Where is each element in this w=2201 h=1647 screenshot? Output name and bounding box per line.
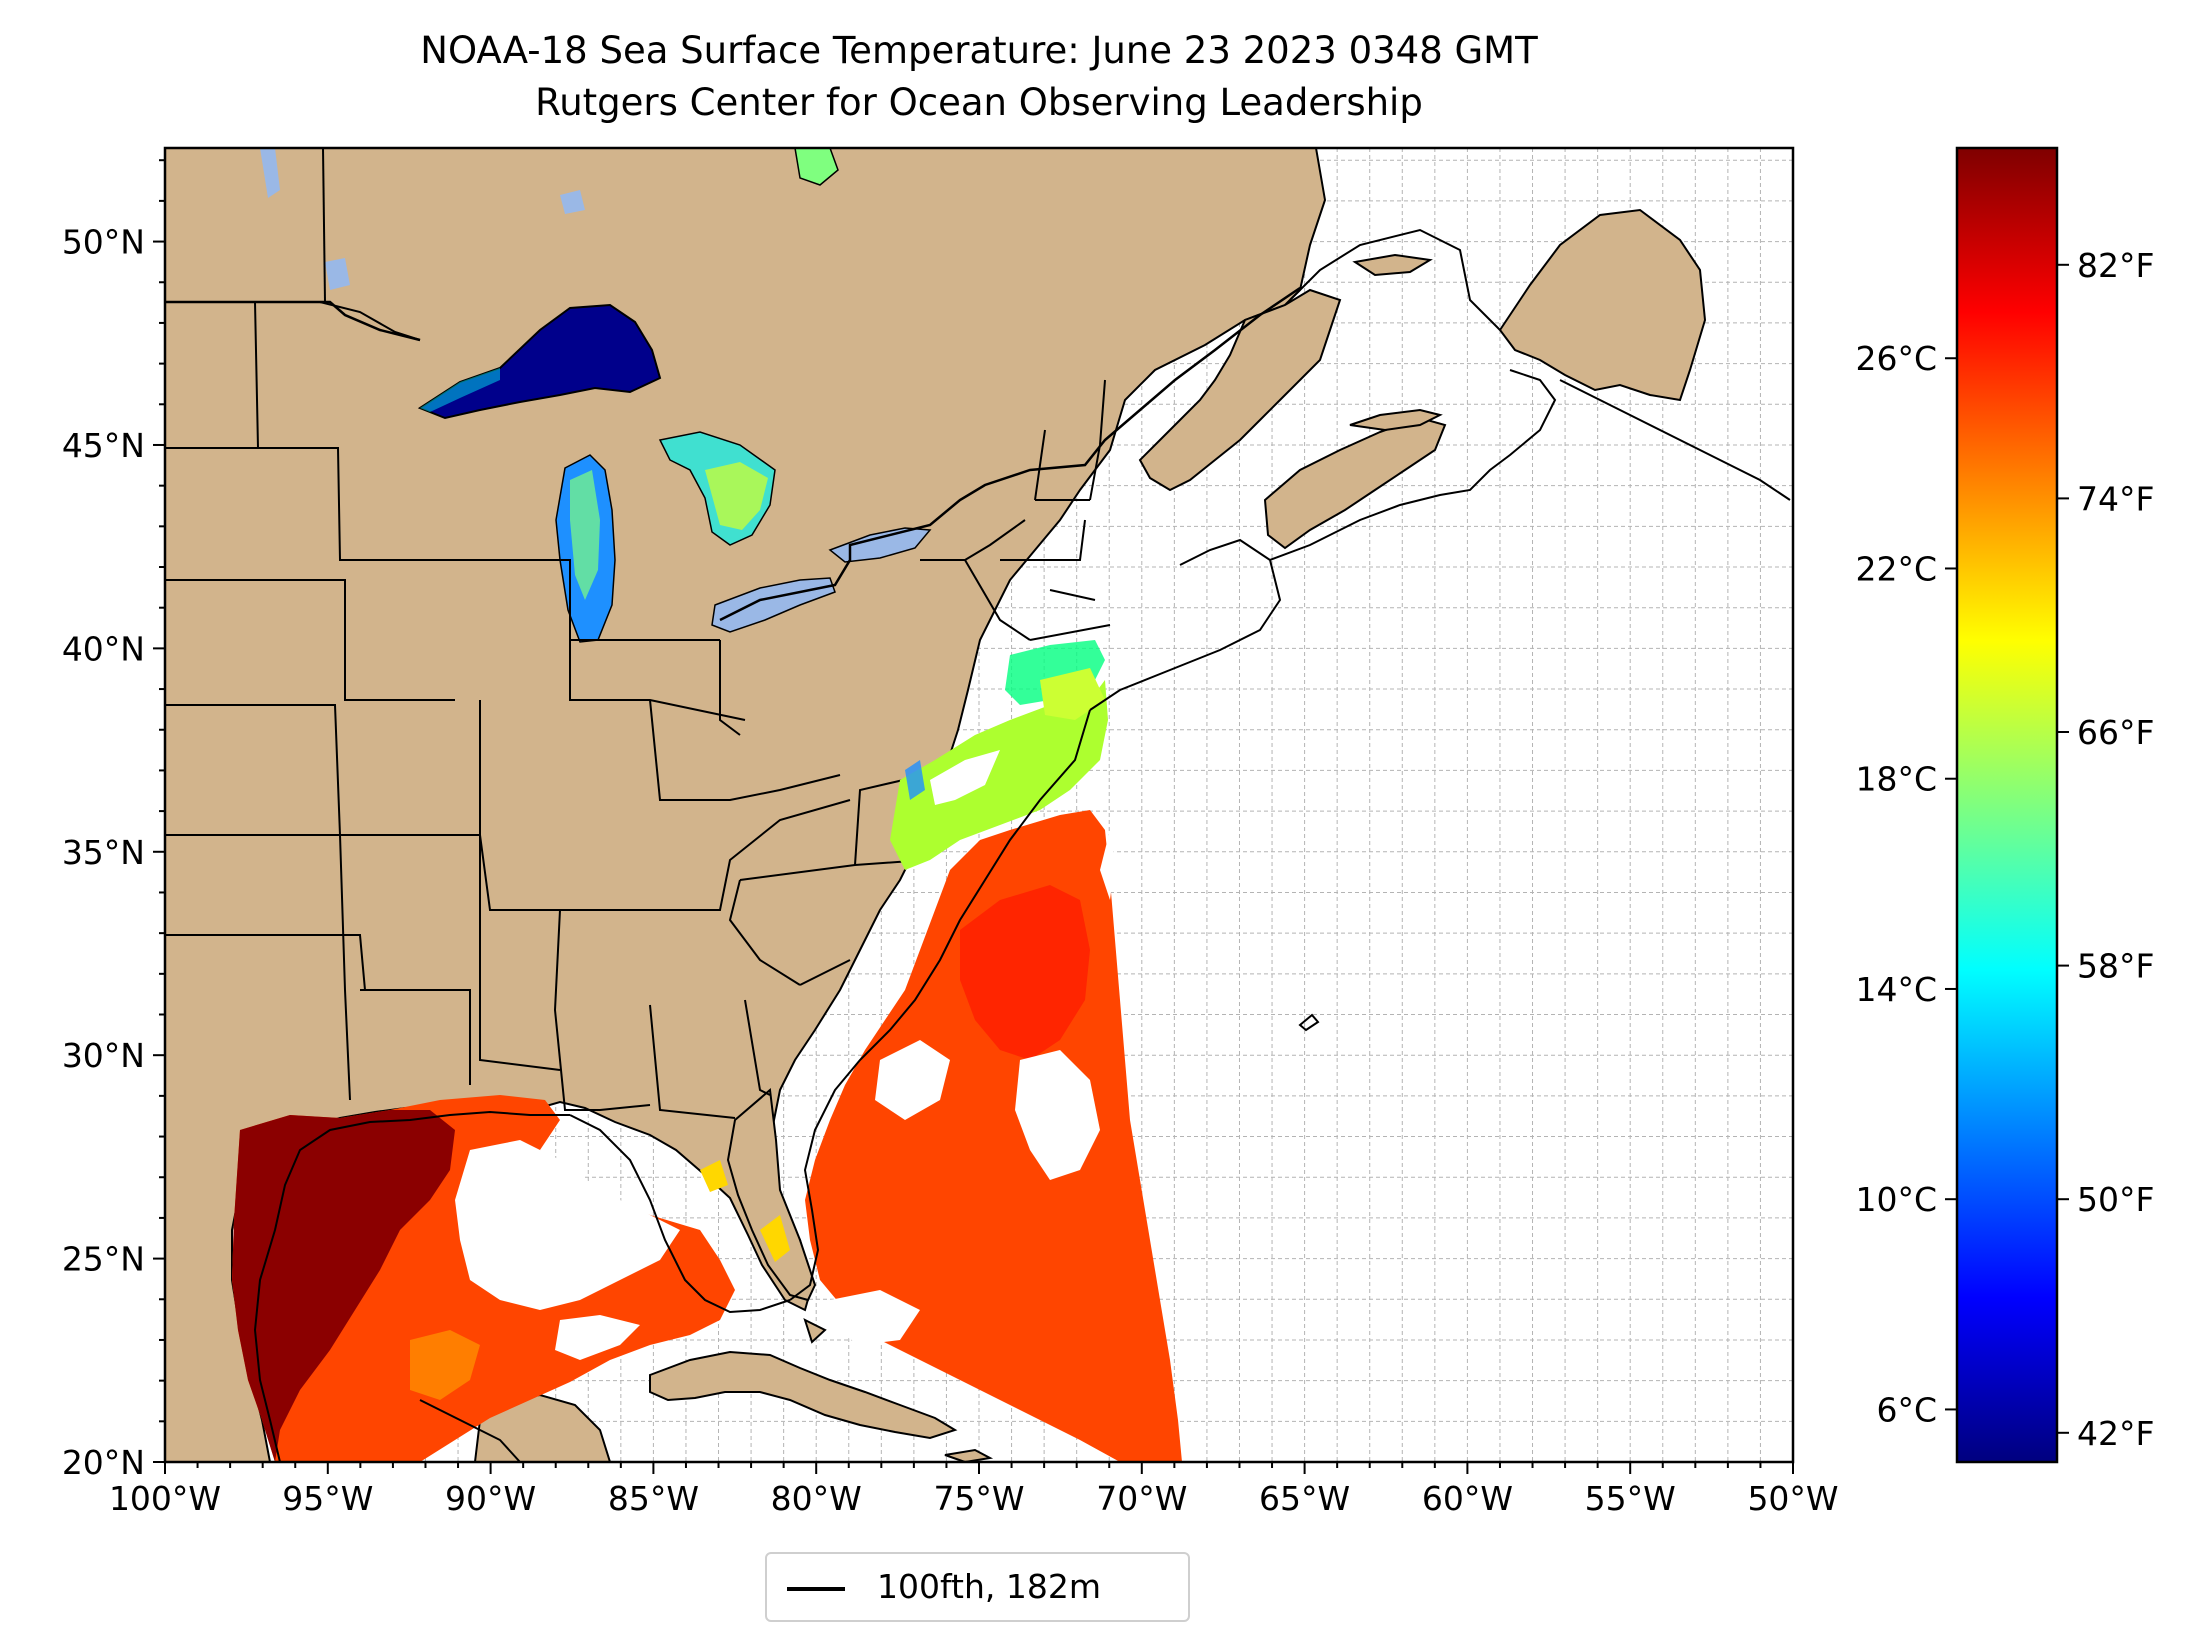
lat-tick-label: 25°N — [62, 1240, 145, 1279]
sst-atlantic-swath — [700, 640, 1182, 1462]
lake-superior — [417, 303, 662, 420]
fahrenheit-tick-label: 74°F — [2077, 479, 2154, 518]
celsius-tick-label: 14°C — [1855, 970, 1937, 1009]
colorbar — [1957, 148, 2057, 1462]
legend-label: 100fth, 182m — [877, 1567, 1101, 1606]
lon-tick-label: 85°W — [608, 1479, 699, 1518]
colorbar-frame — [1955, 146, 2059, 1464]
fahrenheit-tick-label: 42°F — [2077, 1414, 2154, 1453]
map-plot-area — [165, 148, 1793, 1462]
prince-edward-island — [1349, 408, 1443, 432]
fahrenheit-tick-label: 50°F — [2077, 1180, 2154, 1219]
lat-tick-label: 30°N — [62, 1036, 145, 1075]
sst-gulf-of-mexico — [232, 1095, 735, 1462]
lon-tick-label: 95°W — [282, 1479, 373, 1518]
jamaica-island — [944, 1448, 994, 1462]
lon-tick-label: 55°W — [1585, 1479, 1676, 1518]
legend-line-swatch — [787, 1587, 845, 1591]
fahrenheit-tick-label: 58°F — [2077, 947, 2154, 986]
hudson-bay-tip — [794, 148, 839, 186]
lake-ontario — [828, 527, 932, 563]
celsius-tick-label: 22°C — [1855, 549, 1937, 588]
lon-tick-label: 70°W — [1096, 1479, 1187, 1518]
colorbar-ticks: 6°C 10°C 14°C 18°C 22°C 26°C 42°F 50°F 58°F 66°F 7… — [1855, 246, 2154, 1453]
celsius-tick-label: 18°C — [1855, 760, 1937, 799]
lake-huron-warm — [705, 462, 768, 530]
lat-tick-label: 45°N — [62, 426, 145, 465]
lon-tick-label: 65°W — [1259, 1479, 1350, 1518]
celsius-tick-label: 26°C — [1855, 339, 1937, 378]
lake-michigan-warm — [570, 470, 600, 600]
lat-tick-label: 40°N — [62, 629, 145, 668]
lat-tick-label: 50°N — [62, 223, 145, 262]
national-borders — [165, 286, 1301, 622]
fahrenheit-tick-label: 82°F — [2077, 246, 2154, 285]
state-borders — [165, 148, 1111, 1119]
lake-superior-cold-edge — [420, 368, 500, 412]
maritimes-landmass — [1138, 288, 1342, 492]
lon-tick-label: 60°W — [1422, 1479, 1513, 1518]
lon-tick-label: 75°W — [933, 1479, 1024, 1518]
florida-peninsula — [726, 1088, 817, 1302]
celsius-tick-label: 6°C — [1876, 1390, 1937, 1429]
isobath-100fathom — [253, 228, 1791, 1462]
map-subtitle: Rutgers Center for Ocean Observing Leade… — [535, 81, 1423, 124]
cape-breton-nova-scotia — [1263, 416, 1447, 550]
fahrenheit-tick-label: 66°F — [2077, 713, 2154, 752]
map-axis-ticks: 100°W 95°W 90°W 85°W 80°W 75°W 70°W 65°W 60°W 55°… — [62, 159, 1839, 1518]
lon-tick-label: 90°W — [445, 1479, 536, 1518]
lat-tick-label: 20°N — [62, 1443, 145, 1482]
isobath-legend: 100fth, 182m — [765, 1552, 1190, 1622]
lon-tick-label: 80°W — [771, 1479, 862, 1518]
newfoundland-island — [1498, 208, 1707, 402]
anticosti-island — [1352, 253, 1433, 277]
cuba-island — [649, 1350, 958, 1440]
lon-tick-label: 100°W — [109, 1479, 221, 1518]
lat-tick-label: 35°N — [62, 833, 145, 872]
map-title: NOAA-18 Sea Surface Temperature: June 23… — [420, 29, 1538, 72]
lon-tick-label: 50°W — [1747, 1479, 1838, 1518]
celsius-tick-label: 10°C — [1855, 1180, 1937, 1219]
